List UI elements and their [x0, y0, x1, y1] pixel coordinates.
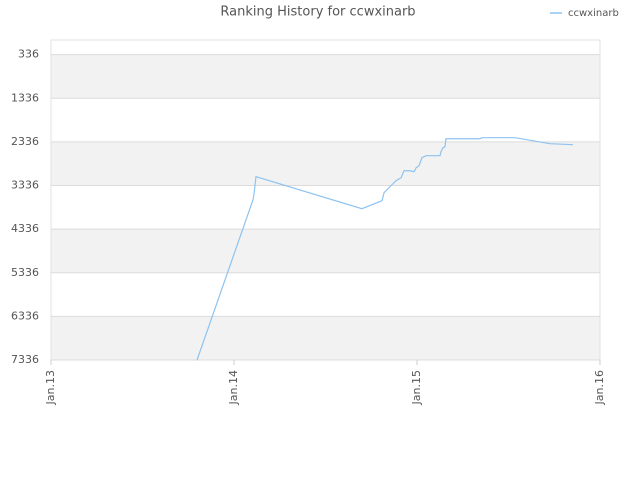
plot-band: [51, 229, 600, 273]
series-line: [196, 137, 573, 361]
y-tick-label: 1336: [11, 91, 39, 104]
plot-band: [51, 141, 600, 186]
y-tick-label: 336: [18, 48, 39, 61]
chart-title: Ranking History for ccwxinarb: [220, 5, 415, 20]
x-tick-label: Jan.14: [227, 370, 240, 405]
y-tick-label: 4336: [11, 222, 39, 235]
x-tick-label: Jan.13: [44, 370, 57, 405]
x-tick-label: Jan.15: [410, 370, 423, 405]
y-tick-label: 3336: [11, 179, 39, 192]
x-tick-label: Jan.16: [593, 370, 606, 405]
y-tick-label: 2336: [11, 135, 39, 148]
y-tick-label: 6336: [11, 309, 39, 322]
y-tick-label: 7336: [11, 353, 39, 366]
y-tick-label: 5336: [11, 266, 39, 279]
legend-label: ccwxinarb: [568, 8, 619, 19]
plot-band: [51, 316, 600, 360]
plot-band: [51, 54, 600, 99]
